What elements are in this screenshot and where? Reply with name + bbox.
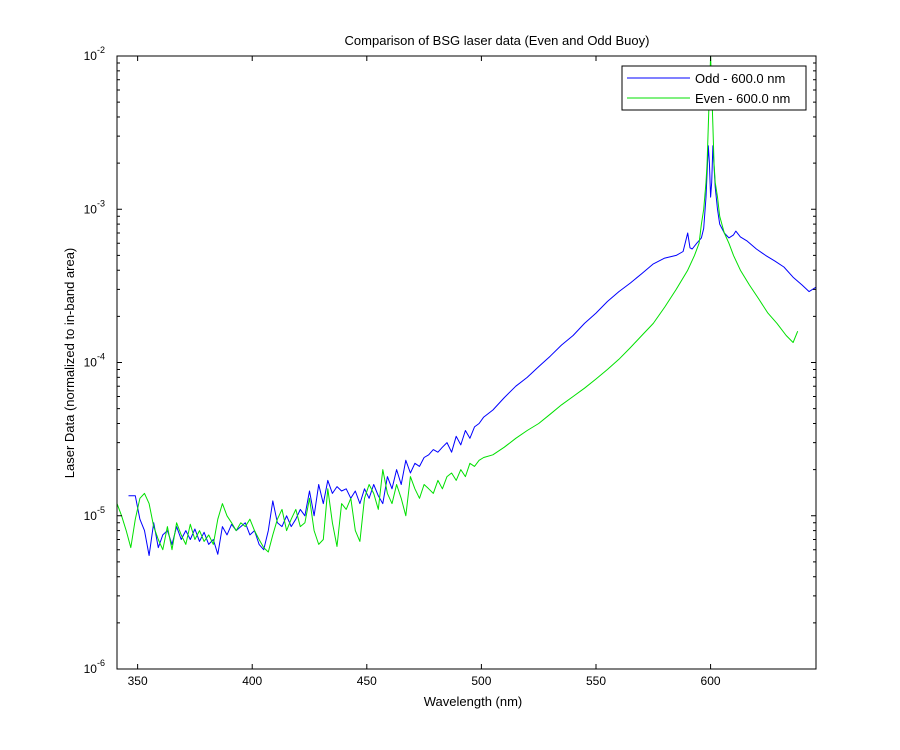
plot-area — [117, 56, 816, 669]
x-tick-label: 550 — [586, 674, 606, 688]
series-line-0 — [128, 145, 816, 556]
x-tick-label: 450 — [357, 674, 377, 688]
series-layer — [117, 56, 816, 556]
x-tick-label: 500 — [471, 674, 491, 688]
x-axis-label: Wavelength (nm) — [424, 694, 523, 709]
legend-label-even: Even - 600.0 nm — [695, 91, 790, 106]
legend-label-odd: Odd - 600.0 nm — [695, 71, 785, 86]
tick-layer: 350 400 450 500 550 600 10-6 10-5 10-4 10-3 10-2 — [84, 45, 816, 688]
x-tick-label: 400 — [242, 674, 262, 688]
legend-box — [621, 65, 807, 111]
chart-title: Comparison of BSG laser data (Even and O… — [345, 33, 650, 48]
legend: Odd - 600.0 nm Even - 600.0 nm — [621, 65, 807, 111]
y-tick-label: 10-4 — [84, 352, 105, 370]
y-tick-label: 10-2 — [84, 45, 105, 63]
y-axis-label: Laser Data (normalized to in-band area) — [62, 248, 77, 479]
y-tick-label: 10-6 — [84, 658, 105, 676]
x-tick-label: 600 — [701, 674, 721, 688]
y-tick-label: 10-5 — [84, 505, 105, 523]
series-line-1 — [117, 56, 799, 553]
y-tick-label: 10-3 — [84, 198, 105, 216]
x-tick-label: 350 — [128, 674, 148, 688]
